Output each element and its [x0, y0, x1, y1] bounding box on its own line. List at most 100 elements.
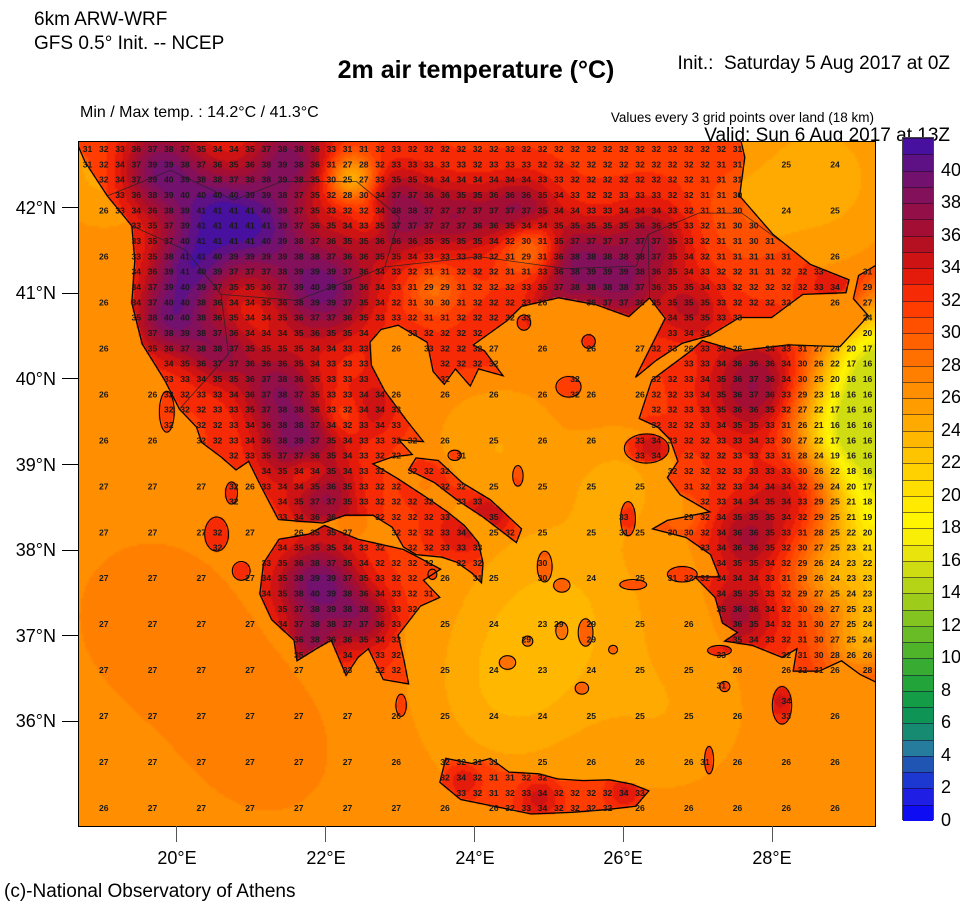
- grid-temp-value: 32: [99, 175, 109, 185]
- grid-temp-value: 33: [684, 374, 694, 384]
- grid-temp-value: 25: [635, 619, 645, 629]
- grid-temp-value: 31: [343, 144, 353, 154]
- grid-temp-value: 32: [652, 405, 662, 415]
- grid-temp-value: 32: [700, 236, 710, 246]
- grid-temp-value: 32: [440, 466, 450, 476]
- grid-temp-value: 35: [262, 451, 272, 461]
- grid-temp-value: 37: [327, 251, 337, 261]
- grid-temp-value: 27: [148, 803, 158, 813]
- grid-temp-value: 27: [99, 711, 109, 721]
- grid-temp-value: 31: [733, 159, 743, 169]
- grid-temp-value: 31: [782, 420, 792, 430]
- grid-temp-value: 32: [457, 757, 467, 767]
- grid-temp-value: 34: [359, 389, 369, 399]
- grid-temp-value: 27: [245, 757, 255, 767]
- grid-temp-value: 33: [570, 190, 580, 200]
- grid-temp-value: 21: [847, 497, 857, 507]
- grid-temp-value: 32: [392, 481, 402, 491]
- grid-temp-value: 34: [115, 175, 125, 185]
- grid-temp-value: 34: [245, 328, 255, 338]
- grid-temp-value: 34: [343, 435, 353, 445]
- grid-temp-value: 32: [392, 527, 402, 537]
- grid-temp-value: 23: [847, 573, 857, 583]
- grid-temp-value: 32: [197, 435, 207, 445]
- grid-temp-value: 16: [847, 374, 857, 384]
- grid-temp-value: 28: [863, 665, 873, 675]
- grid-temp-value: 34: [635, 205, 645, 215]
- colorbar-tick-label: 4: [941, 745, 952, 765]
- grid-temp-value: 33: [684, 359, 694, 369]
- grid-temp-value: 35: [245, 144, 255, 154]
- grid-temp-value: 34: [700, 389, 710, 399]
- grid-temp-value: 39: [164, 190, 174, 200]
- grid-temp-value: 32: [489, 313, 499, 323]
- grid-temp-value: 35: [733, 589, 743, 599]
- grid-temp-value: 37: [229, 359, 239, 369]
- grid-temp-value: 38: [635, 267, 645, 277]
- grid-temp-value: 29: [814, 604, 824, 614]
- grid-temp-value: 34: [132, 282, 142, 292]
- grid-temp-value: 32: [570, 803, 580, 813]
- grid-temp-value: 30: [733, 221, 743, 231]
- grid-temp-value: 26: [830, 297, 840, 307]
- grid-temp-value: 35: [278, 313, 288, 323]
- grid-temp-value: 36: [733, 405, 743, 415]
- grid-temp-value: 39: [294, 267, 304, 277]
- grid-temp-value: 27: [245, 527, 255, 537]
- grid-temp-value: 30: [733, 205, 743, 215]
- grid-temp-value: 32: [440, 481, 450, 491]
- grid-temp-value: 35: [668, 267, 678, 277]
- grid-temp-value: 32: [554, 159, 564, 169]
- grid-temp-value: 26: [99, 205, 109, 215]
- colorbar-cell: [903, 690, 933, 708]
- grid-temp-value: 27: [830, 635, 840, 645]
- grid-temp-value: 25: [489, 435, 499, 445]
- colorbar-cell: [903, 251, 933, 269]
- grid-temp-value: 34: [245, 313, 255, 323]
- grid-temp-value: 33: [343, 374, 353, 384]
- grid-temp-value: 34: [278, 497, 288, 507]
- grid-temp-value: 32: [213, 543, 223, 553]
- grid-temp-value: 34: [262, 589, 272, 599]
- grid-temp-value: 25: [684, 711, 694, 721]
- grid-temp-value: 32: [473, 328, 483, 338]
- grid-temp-value: 31: [457, 297, 467, 307]
- grid-temp-value: 32: [489, 267, 499, 277]
- grid-temp-value: 16: [847, 420, 857, 430]
- colorbar-tick-label: 6: [941, 712, 952, 732]
- colorbar-tick-label: 16: [941, 550, 960, 570]
- grid-temp-value: 35: [717, 604, 727, 614]
- grid-temp-value: 32: [522, 773, 532, 783]
- grid-temp-value: 34: [343, 466, 353, 476]
- grid-temp-value: 32: [505, 788, 515, 798]
- grid-temp-value: 32: [473, 282, 483, 292]
- grid-temp-value: 34: [505, 175, 515, 185]
- grid-temp-value: 36: [148, 267, 158, 277]
- grid-temp-value: 32: [473, 313, 483, 323]
- grid-temp-value: 35: [424, 236, 434, 246]
- grid-temp-value: 33: [424, 251, 434, 261]
- grid-temp-value: 32: [505, 313, 515, 323]
- grid-temp-value: 36: [733, 374, 743, 384]
- lon-tick: [176, 826, 177, 842]
- grid-temp-value: 33: [359, 481, 369, 491]
- grid-temp-value: 36: [473, 221, 483, 231]
- grid-temp-value: 37: [294, 190, 304, 200]
- grid-temp-value: 31: [538, 251, 548, 261]
- grid-temp-value: 39: [197, 282, 207, 292]
- grid-temp-value: 39: [180, 221, 190, 231]
- grid-temp-value: 35: [684, 282, 694, 292]
- grid-temp-value: 31: [798, 619, 808, 629]
- grid-temp-value: 32: [652, 420, 662, 430]
- grid-temp-value: 41: [229, 205, 239, 215]
- grid-temp-value: 32: [603, 175, 613, 185]
- grid-temp-value: 26: [440, 803, 450, 813]
- grid-temp-value: 33: [717, 297, 727, 307]
- grid-temp-value: 33: [522, 313, 532, 323]
- grid-temp-value: 34: [668, 313, 678, 323]
- grid-temp-value: 32: [700, 221, 710, 231]
- grid-temp-value: 31: [733, 144, 743, 154]
- grid-temp-value: 32: [684, 175, 694, 185]
- grid-temp-value: 26: [830, 757, 840, 767]
- grid-temp-value: 32: [164, 389, 174, 399]
